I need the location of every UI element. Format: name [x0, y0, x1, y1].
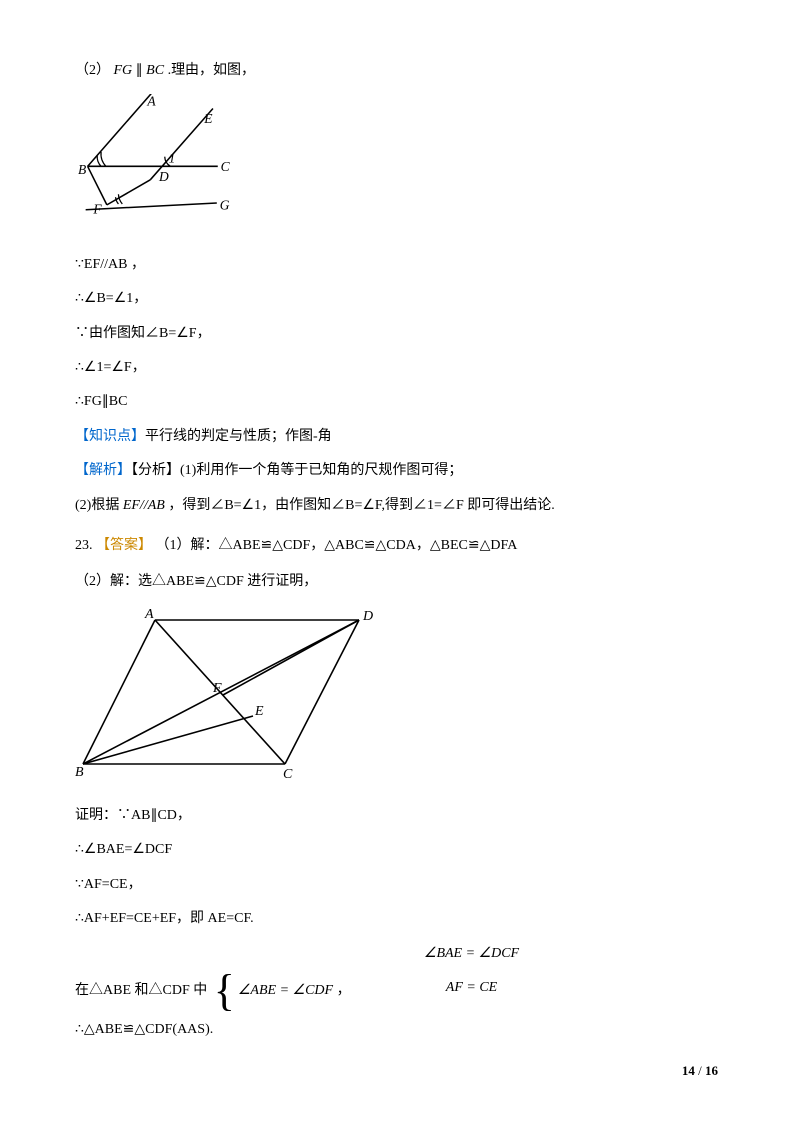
- cases-after: ，: [337, 983, 351, 998]
- q23-part1-text: （1）解：△ABE≌△CDF，△ABC≌△CDA，△BEC≌△DFA: [156, 538, 518, 553]
- q23-number: 23.: [75, 538, 93, 553]
- svg-text:A: A: [146, 94, 156, 109]
- svg-text:G: G: [220, 198, 230, 213]
- analysis-text: 【分析】(1)利用作一个角等于已知角的尺规作图可得；: [131, 463, 462, 478]
- q23-part2-intro: （2）解：选△ABE≌△CDF 进行证明，: [75, 571, 718, 593]
- knowledge-text: 平行线的判定与性质；作图-角: [145, 429, 332, 444]
- q22-proof-4: ∴∠1=∠F，: [75, 357, 718, 379]
- case-line-3: AF = CE: [446, 980, 497, 995]
- cases-intro: 在△ABE 和△CDF 中: [75, 983, 207, 998]
- svg-text:D: D: [362, 609, 373, 624]
- q23-proof-header: 证明：∵AB∥CD，: [75, 805, 718, 827]
- answer-label: 【答案】: [96, 538, 152, 553]
- q23-diagram: A B C D E F: [75, 606, 718, 789]
- q22-proof-2: ∴∠B=∠1，: [75, 288, 718, 310]
- q23-proof-3: ∴AF+EF=CE+EF，即 AE=CF.: [75, 908, 718, 930]
- svg-text:F: F: [92, 202, 102, 217]
- svg-text:B: B: [75, 765, 84, 780]
- svg-text:D: D: [158, 169, 169, 184]
- svg-text:A: A: [144, 607, 154, 622]
- case-line-1: ∠BAE = ∠DCF: [424, 946, 519, 961]
- q23-proof-2: ∵AF=CE，: [75, 874, 718, 896]
- q22-part2-analysis: (2)根据 EF//AB ，得到∠B=∠1，由作图知∠B=∠F,得到∠1=∠F …: [75, 495, 718, 517]
- knowledge-label: 【知识点】: [75, 429, 145, 444]
- page-total: 16: [705, 1063, 718, 1078]
- q22-diagram: A B C D E F G 1: [75, 94, 718, 237]
- q22-part2-intro: （2） FG ∥ BC .理由，如图，: [75, 60, 718, 82]
- q22-proof-3: ∵由作图知∠B=∠F，: [75, 323, 718, 345]
- q22-analysis: 【解析】【分析】(1)利用作一个角等于已知角的尺规作图可得；: [75, 460, 718, 482]
- page-number: 14 / 16: [682, 1061, 718, 1082]
- svg-text:1: 1: [169, 151, 176, 166]
- q23-cases-centered: ∠BAE = ∠DCF: [225, 943, 718, 965]
- svg-text:E: E: [254, 704, 264, 719]
- q22-proof-5: ∴FG∥BC: [75, 391, 718, 413]
- svg-text:B: B: [78, 162, 86, 177]
- analysis-label: 【解析】: [75, 463, 131, 478]
- case-line-2: ∠ABE = ∠CDF: [238, 981, 333, 1001]
- q23-part1: 23. 【答案】 （1）解：△ABE≌△CDF，△ABC≌△CDA，△BEC≌△…: [75, 535, 718, 557]
- q23-conclusion: ∴△ABE≌△CDF(AAS).: [75, 1019, 718, 1041]
- page-current: 14: [682, 1063, 695, 1078]
- page-sep: /: [695, 1063, 705, 1078]
- svg-text:E: E: [203, 111, 213, 126]
- q22-proof-1: ∵EF//AB ，: [75, 254, 718, 276]
- svg-text:C: C: [283, 767, 293, 781]
- svg-text:C: C: [221, 160, 231, 175]
- svg-text:F: F: [212, 681, 222, 696]
- q23-proof-1: ∴∠BAE=∠DCF: [75, 839, 718, 861]
- q22-knowledge: 【知识点】平行线的判定与性质；作图-角: [75, 426, 718, 448]
